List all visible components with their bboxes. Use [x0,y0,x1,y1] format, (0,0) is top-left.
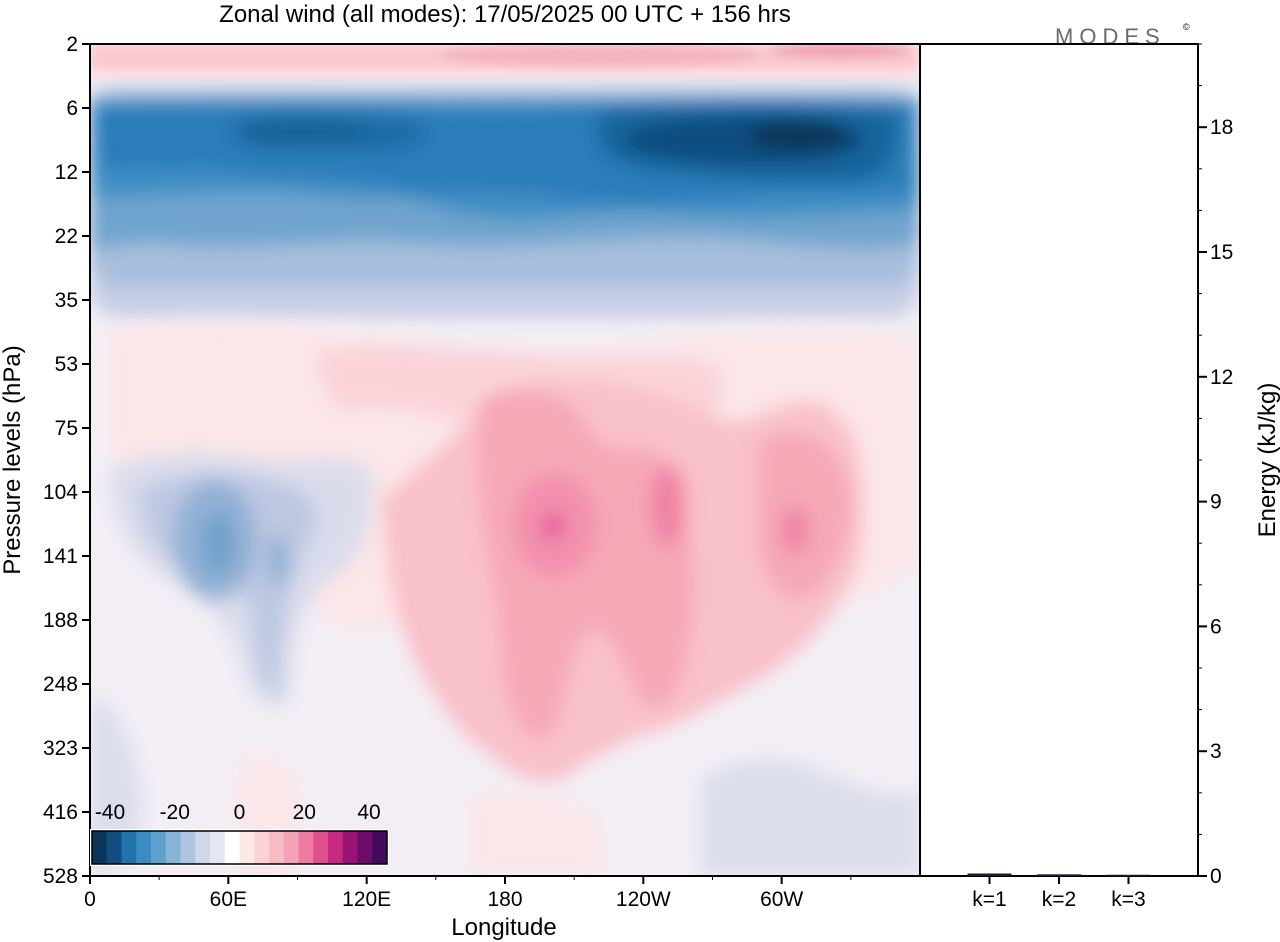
color-scale-swatch [121,831,137,864]
color-scale-tick-label: 0 [234,801,246,824]
color-scale-swatch [313,831,329,864]
color-scale-swatch [210,831,226,864]
logo-mark: © [1183,22,1190,32]
color-scale-swatch [283,831,299,864]
field-top-westerly-max [770,44,910,58]
y-tick-label: 35 [55,289,78,312]
energy-axis: 0 3 6 9 12 15 18 [1198,43,1233,888]
y-tick-label: 53 [55,353,78,376]
y-tick-label: 22 [55,225,78,248]
y-tick-label: 248 [43,673,78,696]
energy-bar [1037,874,1081,876]
y-tick-label: 104 [43,481,78,504]
field-lower-westerly [470,796,600,876]
energy-tick-label: 6 [1210,615,1222,638]
chart-title: Zonal wind (all modes): 17/05/2025 00 UT… [219,1,791,28]
x-tick-label: 120E [342,888,391,911]
x-tick-label: 180 [487,888,522,911]
color-scale-swatch [92,831,108,864]
color-scale-swatch [357,831,373,864]
color-scale-swatch [106,831,122,864]
color-scale-swatch [298,831,314,864]
energy-category-label: k=3 [1111,888,1145,911]
energy-tick-label: 0 [1210,865,1222,888]
field-transition [90,80,920,90]
field-easterly-layer [230,123,370,141]
field-westerly-layer [477,390,694,740]
x-tick-label: 60W [760,888,803,911]
color-scale-swatch [372,831,388,864]
x-axis: 0 60E 120E 180 120W 60W [84,876,852,911]
energy-tick-label: 18 [1210,116,1233,139]
y-tick-label: 416 [43,801,78,824]
energy-bar [1106,874,1151,877]
color-scale-swatch [269,831,285,864]
energy-category-label: k=2 [1042,888,1076,911]
field-westerly-core [543,512,563,540]
y-tick-label: 528 [43,865,78,888]
wind-field [90,44,920,876]
y-tick-label: 6 [66,97,78,120]
color-scale-swatch [342,831,358,864]
color-scale-tick-label: 40 [357,801,380,824]
energy-tick-label: 3 [1210,740,1222,763]
energy-tick-label: 15 [1210,241,1233,264]
color-scale-tick-label: -40 [95,801,125,824]
field-easterly-core [748,119,852,151]
y-tick-label: 323 [43,737,78,760]
color-scale-swatch [136,831,152,864]
field-easterly-trop-layer [267,534,289,586]
color-scale-swatch [328,831,344,864]
x-tick-label: 120W [616,888,671,911]
field-westerly-max [781,506,809,554]
y-axis-label: Pressure levels (hPa) [0,345,26,574]
logo-text: MODES [1055,24,1166,49]
energy-axis-label: Energy (kJ/kg) [1254,383,1280,538]
color-scale-swatch [165,831,181,864]
color-scale: -40 -20 0 20 40 [90,801,389,866]
color-scale-swatch [239,831,255,864]
field-top-westerly-max [440,44,760,67]
field-lower-easterly [700,759,920,876]
color-scale-tick-label: 20 [293,801,316,824]
color-scale-swatch [151,831,167,864]
color-scale-tick-label: -20 [160,801,190,824]
color-scale-swatch [180,831,196,864]
field-westerly-max [650,463,686,547]
color-scale-swatch [224,831,240,864]
x-tick-label: 0 [84,888,96,911]
energy-tick-label: 12 [1210,366,1233,389]
y-tick-label: 12 [55,161,78,184]
energy-tick-label: 9 [1210,491,1222,514]
y-axis: 2 6 12 22 35 53 75 104 141 188 248 323 416 528 [43,33,90,888]
energy-bars: k=1 k=2 k=3 [967,873,1151,911]
color-scale-swatch [195,831,211,864]
energy-plot-frame [919,43,1199,877]
energy-category-label: k=1 [972,888,1006,911]
y-tick-label: 75 [55,417,78,440]
y-tick-label: 188 [43,609,78,632]
energy-bar [967,873,1012,876]
field-easterly-trop-core [202,511,234,575]
color-scale-frame [91,830,388,865]
x-axis-label: Longitude [451,914,556,941]
x-tick-label: 60E [210,888,247,911]
y-tick-label: 141 [43,545,78,568]
y-tick-label: 2 [66,33,78,56]
color-scale-swatch [254,831,270,864]
